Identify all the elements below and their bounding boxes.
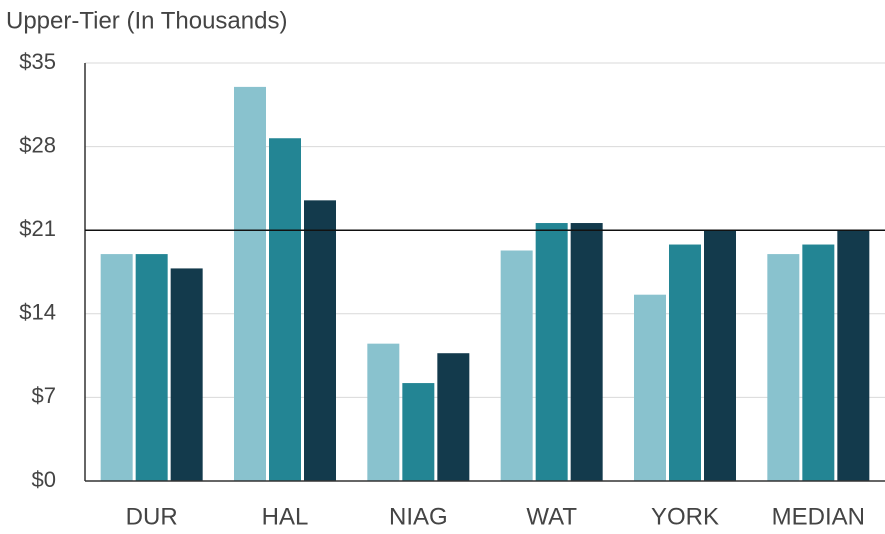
x-tick-label: YORK	[651, 503, 719, 530]
x-tick-label: NIAG	[389, 503, 448, 530]
x-tick-label: WAT	[526, 503, 577, 530]
bar	[669, 244, 701, 481]
bar	[767, 254, 800, 481]
y-tick-label: $21	[19, 216, 56, 241]
bar	[304, 200, 336, 482]
y-tick-label: $0	[32, 467, 56, 492]
y-tick-label: $35	[19, 49, 56, 74]
bar	[570, 223, 603, 481]
bar	[634, 294, 666, 481]
bar	[704, 230, 736, 481]
bar	[837, 230, 870, 481]
bar	[367, 343, 400, 481]
x-tick-label: MEDIAN	[772, 503, 865, 530]
bar	[500, 250, 533, 481]
bar	[100, 254, 133, 481]
y-tick-label: $28	[19, 132, 56, 157]
y-tick-label: $7	[32, 383, 56, 408]
bar	[269, 138, 301, 482]
bar	[535, 223, 568, 481]
bar	[234, 86, 266, 481]
x-tick-label: HAL	[262, 503, 309, 530]
bar	[170, 268, 203, 481]
chart-title: Upper-Tier (In Thousands)	[6, 7, 287, 34]
bar	[402, 383, 435, 481]
y-tick-label: $14	[19, 300, 56, 325]
bar	[437, 353, 470, 481]
bar	[802, 244, 835, 481]
x-tick-label: DUR	[126, 503, 178, 530]
bar	[135, 254, 168, 481]
